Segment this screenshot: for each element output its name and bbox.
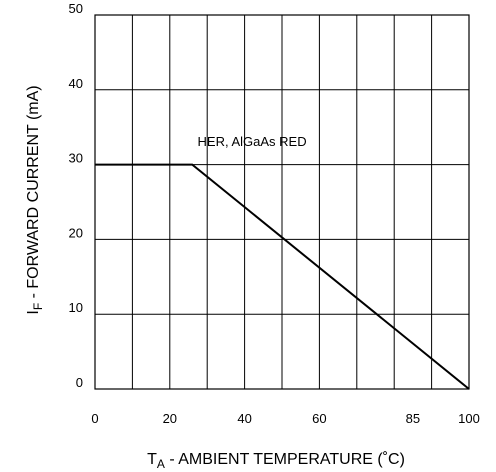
y-tick-label: 10 [69,300,83,315]
y-tick-label: 0 [76,375,83,390]
y-tick-label: 30 [69,151,83,166]
series-line [95,163,470,390]
x-tick-label: 100 [458,411,480,426]
series-group [95,163,470,390]
x-tick-labels: 0 20 40 60 85 100 [91,411,479,426]
grid-lines [95,15,469,389]
series-annotation: HER, AlGaAs RED [198,134,307,149]
x-tick-label: 20 [163,411,177,426]
x-tick-label: 85 [406,411,420,426]
x-axis-title: TA - AMBIENT TEMPERATURE (˚C) [147,451,405,471]
y-tick-label: 40 [69,76,83,91]
y-tick-label: 20 [69,225,83,240]
y-axis-title: IF - FORWARD CURRENT (mA) [25,85,45,314]
x-tick-label: 0 [91,411,98,426]
annotations: HER, AlGaAs RED [198,134,307,149]
x-tick-label: 60 [312,411,326,426]
plot-frame [94,14,470,390]
y-tick-labels: 0 10 20 30 40 50 [69,1,83,390]
y-tick-label: 50 [69,1,83,16]
x-tick-label: 40 [237,411,251,426]
